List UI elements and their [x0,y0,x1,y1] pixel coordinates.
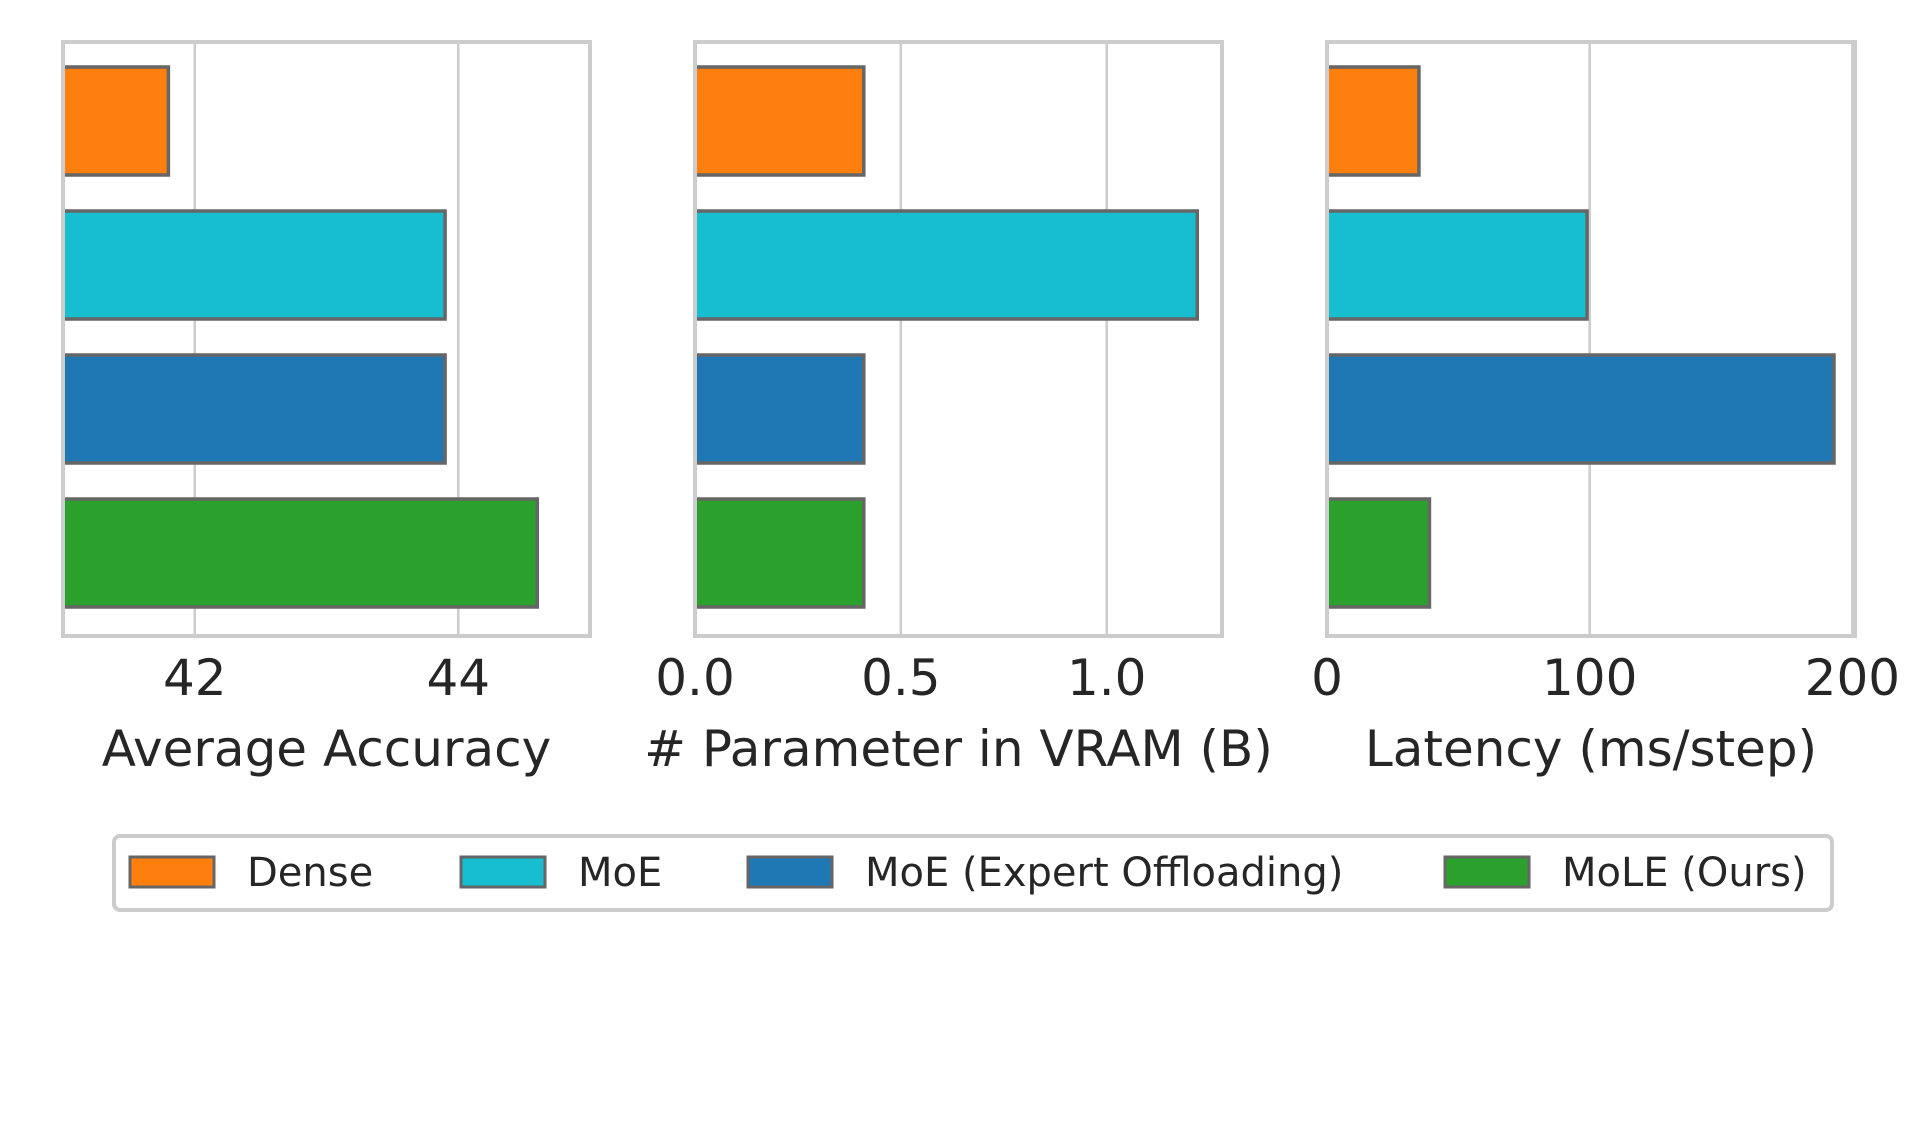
plot-frame [61,40,592,638]
chart-panel-2: 0.0 0.5 1.0 # Parameter in VRAM (B) [644,40,1273,778]
legend: Dense MoE MoE (Expert Offloading) MoLE (Our… [112,834,1834,912]
x-tick-label: 42 [163,649,227,707]
bar-moe-expert-offloading [693,353,866,465]
legend-label: MoE (Expert Offloading) [865,850,1343,896]
legend-frame [112,834,1834,912]
legend-swatch [128,855,216,889]
x-axis-label: # Parameter in VRAM (B) [644,720,1273,778]
bar-moe-expert-offloading [61,353,447,465]
bar-mole-ours [61,497,540,609]
legend-swatch [459,855,547,889]
legend-swatch [746,855,834,889]
bar-moe-expert-offloading [1325,353,1836,465]
x-tick-label: 0.0 [655,649,735,707]
plot-frame [1325,40,1857,638]
chart-panel-3: 0 100 200 Latency (ms/step) [1311,40,1900,778]
bar-moe [693,209,1200,321]
bar-dense [1325,65,1421,177]
legend-label: Dense [247,850,373,896]
legend-label: MoE [578,850,662,896]
chart-panel-1: 42 44 Average Accuracy [61,40,592,778]
x-axis-label: Average Accuracy [102,720,552,778]
legend-label: MoLE (Ours) [1562,850,1807,896]
x-tick-label: 44 [426,649,490,707]
x-tick-label: 0 [1311,649,1343,707]
x-tick-label: 0.5 [861,649,941,707]
chart-panels: 42 44 Average Accuracy 0.0 0.5 1.0 # Parameter… [61,40,1900,778]
bar-moe [61,209,447,321]
legend-item: MoLE (Ours) [1443,850,1807,896]
x-tick-label: 1.0 [1067,649,1147,707]
legend-item: Dense [128,850,373,896]
legend-item: MoE [459,850,662,896]
bar-dense [61,65,171,177]
x-tick-label: 200 [1805,649,1900,707]
bar-mole-ours [1325,497,1432,609]
bar-moe [1325,209,1589,321]
legend-swatch [1443,855,1531,889]
bar-dense [693,65,866,177]
x-tick-label: 100 [1542,649,1637,707]
bar-mole-ours [693,497,866,609]
legend-item: MoE (Expert Offloading) [746,850,1343,896]
x-axis-label: Latency (ms/step) [1365,720,1817,778]
plot-frame [693,40,1224,638]
